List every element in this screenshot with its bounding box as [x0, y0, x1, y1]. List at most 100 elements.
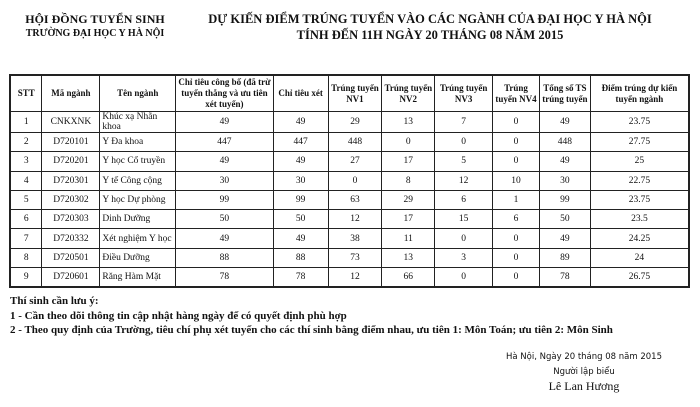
- column-header: Điểm trúng dự kiến tuyển ngành: [589, 74, 690, 112]
- table-cell: 9: [9, 267, 43, 288]
- table-cell: 6: [9, 209, 43, 230]
- table-cell: 0: [492, 228, 540, 249]
- table-cell: 78: [175, 267, 274, 288]
- table-cell: 10: [492, 170, 540, 191]
- table-cell: 49: [538, 111, 591, 133]
- table-row: 5 D720302 Y học Dự phòng 99 99 63 29 6 1 99 23.75: [9, 189, 690, 211]
- table-header-row: STT Mã ngành Tên ngành Chỉ tiêu công bố (đã…: [9, 74, 690, 112]
- table-cell: 12: [327, 267, 383, 288]
- table-cell: 25: [589, 151, 690, 172]
- table-cell: 13: [381, 111, 436, 133]
- table-cell: 5: [9, 189, 43, 211]
- table-cell: 17: [381, 209, 436, 230]
- table-cell: Y học Cổ truyền: [99, 151, 177, 172]
- table-cell: Răng Hàm Mặt: [99, 267, 177, 288]
- table-cell: 29: [327, 111, 383, 133]
- table-cell: 66: [381, 267, 436, 288]
- table-cell: D720501: [41, 247, 101, 269]
- column-header: STT: [9, 74, 43, 112]
- column-header: Trúng tuyển NV3: [434, 74, 494, 112]
- table-cell: 11: [381, 228, 436, 249]
- table-row: 6 D720303 Dinh Dưỡng 50 50 12 17 15 6 50 23.5: [9, 209, 690, 230]
- column-header: Trúng tuyển NV1: [327, 74, 383, 112]
- table-cell: D720301: [41, 170, 101, 191]
- table-cell: D720101: [41, 131, 101, 153]
- table-cell: 447: [272, 131, 329, 153]
- table-cell: 49: [272, 151, 329, 172]
- table-cell: D720332: [41, 228, 101, 249]
- table-cell: 23.75: [589, 189, 690, 211]
- table-cell: 1: [492, 189, 540, 211]
- table-cell: 0: [434, 131, 494, 153]
- admission-table: STT Mã ngành Tên ngành Chỉ tiêu công bố (đã…: [9, 74, 690, 289]
- table-cell: 0: [492, 151, 540, 172]
- document-title: DỰ KIẾN ĐIỂM TRÚNG TUYỂN VÀO CÁC NGÀNH C…: [208, 12, 652, 26]
- org-name: HỘI ĐỒNG TUYỂN SINH: [25, 12, 165, 26]
- table-cell: Y Đa khoa: [99, 131, 177, 153]
- table-cell: 4: [9, 170, 43, 191]
- table-cell: 448: [538, 131, 591, 153]
- table-cell: 0: [327, 170, 383, 191]
- table-cell: 30: [175, 170, 274, 191]
- table-cell: Y học Dự phòng: [99, 189, 177, 211]
- column-header: Trúng tuyển NV2: [381, 74, 436, 112]
- table-cell: 6: [434, 189, 494, 211]
- table-cell: 447: [175, 131, 274, 153]
- table-cell: 27: [327, 151, 383, 172]
- table-row: 8 D720501 Điều Dưỡng 88 88 73 13 3 0 89 24: [9, 247, 690, 269]
- table-cell: 2: [9, 131, 43, 153]
- table-cell: 26.75: [589, 267, 690, 288]
- table-cell: 50: [175, 209, 274, 230]
- table-row: 3 D720201 Y học Cổ truyền 49 49 27 17 5 0 49 25: [9, 151, 690, 172]
- table-cell: 50: [272, 209, 329, 230]
- column-header: Tổng số TS trúng tuyển: [538, 74, 591, 112]
- table-cell: 88: [272, 247, 329, 269]
- table-cell: 6: [492, 209, 540, 230]
- table-row: 4 D720301 Y tế Công cộng 30 30 0 8 12 10 30 22.75: [9, 170, 690, 191]
- table-cell: D720201: [41, 151, 101, 172]
- note-item: 1 - Cần theo dõi thông tin cập nhật hàng…: [10, 309, 347, 322]
- table-cell: 88: [175, 247, 274, 269]
- notes: Thí sinh cần lưu ý: 1 - Cần theo dõi thô…: [10, 294, 613, 338]
- table-cell: 3: [434, 247, 494, 269]
- table-row: 7 D720332 Xét nghiệm Y học 49 49 38 11 0 0 49 24.2…: [9, 228, 690, 249]
- table-cell: 0: [434, 267, 494, 288]
- table-cell: 23.75: [589, 111, 690, 133]
- signer-name: Lê Lan Hương: [548, 379, 620, 393]
- document-subtitle: TÍNH ĐẾN 11H NGÀY 20 THÁNG 08 NĂM 2015: [296, 28, 564, 42]
- table-cell: Y tế Công cộng: [99, 170, 177, 191]
- table-cell: 3: [9, 151, 43, 172]
- table-cell: 30: [272, 170, 329, 191]
- table-cell: 12: [434, 170, 494, 191]
- table-cell: 49: [175, 228, 274, 249]
- table-cell: 23.5: [589, 209, 690, 230]
- table-cell: Xét nghiệm Y học: [99, 228, 177, 249]
- table-cell: 24.25: [589, 228, 690, 249]
- table-cell: 30: [538, 170, 591, 191]
- table-cell: Điều Dưỡng: [99, 247, 177, 269]
- table-cell: 17: [381, 151, 436, 172]
- table-cell: 78: [538, 267, 591, 288]
- table-cell: 7: [434, 111, 494, 133]
- table-cell: 49: [175, 151, 274, 172]
- table-cell: 38: [327, 228, 383, 249]
- notes-heading: Thí sinh cần lưu ý:: [10, 295, 99, 307]
- table-cell: 99: [272, 189, 329, 211]
- table-cell: D720601: [41, 267, 101, 288]
- table-cell: 29: [381, 189, 436, 211]
- table-cell: 99: [175, 189, 274, 211]
- signer-role: Người lập biểu: [553, 367, 615, 377]
- table-cell: 49: [272, 111, 329, 133]
- column-header: Tên ngành: [99, 74, 177, 112]
- table-cell: 99: [538, 189, 591, 211]
- table-row: 1 CNKXNK Khúc xạ Nhãn khoa 49 49 29 13 7 0 49 23.7…: [9, 111, 690, 133]
- table-row: 9 D720601 Răng Hàm Mặt 78 78 12 66 0 0 78 26.75: [9, 267, 690, 288]
- table-cell: 73: [327, 247, 383, 269]
- table-cell: D720303: [41, 209, 101, 230]
- table-cell: 78: [272, 267, 329, 288]
- column-header: Mã ngành: [41, 74, 101, 112]
- table-cell: 0: [492, 131, 540, 153]
- table-cell: 448: [327, 131, 383, 153]
- table-cell: 13: [381, 247, 436, 269]
- table-cell: Dinh Dưỡng: [99, 209, 177, 230]
